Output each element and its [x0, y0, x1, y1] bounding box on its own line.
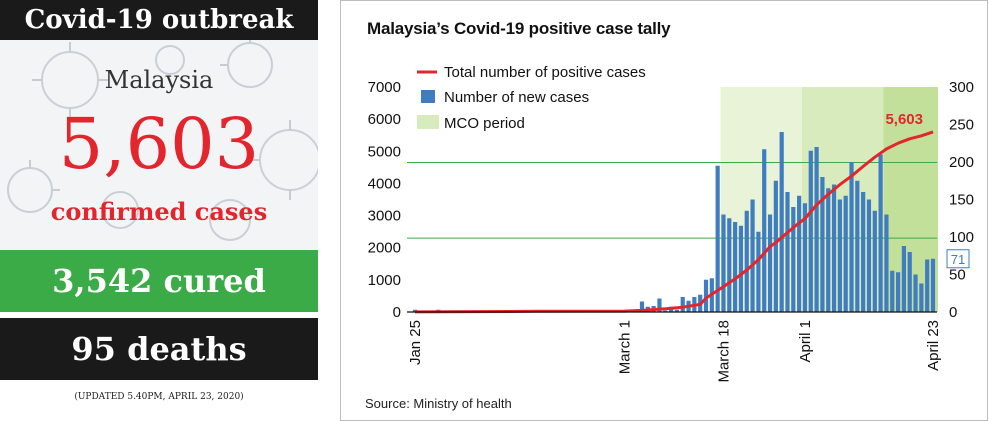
y-left-tick-5000: 5000	[368, 143, 401, 160]
y-right-tick-100: 100	[949, 229, 974, 246]
bar-apr-3	[814, 147, 819, 312]
total-end-label: 5,603	[885, 111, 923, 128]
legend-band-label: MCO period	[444, 115, 525, 132]
bar-mar-22	[744, 210, 749, 312]
bar-mar-20	[733, 222, 738, 312]
bar-apr-5	[826, 188, 831, 312]
y-left-tick-6000: 6000	[368, 111, 401, 128]
bar-mar-30	[791, 207, 796, 312]
bar-mar-7	[657, 298, 662, 312]
x-tick-march-18: March 18	[715, 320, 732, 383]
legend-band-swatch	[417, 115, 439, 129]
mco-band-phase-1	[720, 87, 802, 312]
bar-mar-28	[779, 132, 784, 312]
bar-apr-13	[872, 210, 877, 312]
chart-title: Malaysia’s Covid-19 positive case tally	[367, 19, 671, 38]
y-left-tick-7000: 7000	[368, 79, 401, 96]
y-right-tick-300: 300	[949, 79, 974, 96]
bar-apr-12	[866, 199, 872, 312]
x-tick-march-1: March 1	[617, 320, 634, 374]
y-right-tick-0: 0	[949, 304, 957, 321]
bar-apr-10	[855, 180, 860, 312]
bar-mar-11	[680, 297, 685, 312]
cured-count: 3,542 cured	[0, 250, 318, 312]
x-tick-april-23: April 23	[925, 320, 942, 371]
bar-mar-10	[674, 309, 680, 312]
bar-mar-31	[797, 195, 802, 312]
y-left-tick-3000: 3000	[368, 208, 401, 225]
legend-bar-label: Number of new cases	[444, 89, 589, 106]
y-right-tick-200: 200	[949, 154, 974, 171]
bar-apr-18	[901, 246, 906, 312]
total-cases-line	[414, 130, 934, 314]
bar-apr-21	[919, 283, 924, 312]
updated-timestamp: (UPDATED 5.40PM, APRIL 23, 2020)	[74, 392, 244, 402]
y-left-tick-1000: 1000	[368, 272, 401, 289]
bar-mar-19	[727, 218, 732, 312]
bar-apr-22	[925, 259, 930, 312]
bar-mar-27	[773, 180, 778, 312]
bar-mar-18	[721, 214, 726, 312]
last-new-cases-label: 71	[951, 252, 965, 267]
bar-apr-14	[878, 154, 883, 312]
bar-apr-8	[843, 195, 848, 312]
bar-apr-9	[849, 162, 854, 312]
source-note: Source: Ministry of health	[365, 396, 512, 411]
case-tally-chart: 0 1000 2000 3000 4000 5000 6000 7000 0 50 100 150 20…	[368, 64, 974, 383]
y-right-tick-50: 50	[949, 267, 966, 284]
legend-line-label: Total number of positive cases	[444, 64, 646, 81]
bar-apr-11	[861, 192, 866, 312]
bar-apr-7	[837, 199, 842, 312]
mco-band-phase-2	[801, 87, 884, 312]
bar-apr-1	[802, 203, 808, 312]
confirmed-cases-label: confirmed cases	[50, 197, 268, 226]
y-left-tick-4000: 4000	[368, 175, 401, 192]
bar-mar-15	[703, 279, 709, 312]
x-tick-april-1: April 1	[797, 320, 814, 363]
bar-mar-24	[756, 231, 761, 312]
bar-mar-17	[715, 165, 720, 312]
total-cases-value: 5,603	[58, 103, 260, 185]
y-left-tick-2000: 2000	[368, 240, 401, 257]
bar-mar-25	[762, 149, 767, 312]
bar-mar-23	[750, 199, 755, 312]
bar-mar-8	[663, 310, 668, 312]
country-label: Malaysia	[104, 66, 214, 94]
bar-apr-15	[884, 214, 889, 312]
bar-mar-26	[767, 214, 773, 312]
bar-apr-20	[913, 274, 918, 312]
bar-apr-19	[907, 252, 912, 312]
bar-apr-17	[895, 272, 901, 312]
summary-panel: Covid-19 outbreak Malaysia 5,603 confirm…	[0, 0, 318, 421]
bar-mar-4	[639, 301, 645, 312]
y-left-tick-0: 0	[393, 304, 401, 321]
bar-mar-29	[785, 192, 790, 312]
deaths-count: 95 deaths	[0, 318, 318, 380]
chart-panel: 0 1000 2000 3000 4000 5000 6000 7000 0 50 100 150 20…	[340, 0, 988, 421]
y-right-tick-150: 150	[949, 192, 974, 209]
virus-illustration	[0, 40, 318, 250]
x-tick-jan-25: Jan 25	[407, 320, 424, 365]
summary-title: Covid-19 outbreak	[0, 0, 318, 40]
last-new-cases-box	[946, 249, 970, 269]
bar-mar-21	[738, 225, 744, 312]
bar-apr-16	[890, 270, 895, 312]
legend-bar-swatch	[421, 90, 435, 103]
bar-apr-2	[808, 150, 813, 312]
bar-apr-23	[930, 258, 936, 312]
bar-apr-4	[820, 177, 825, 312]
y-right-tick-250: 250	[949, 117, 974, 134]
bar-apr-6	[831, 184, 837, 312]
